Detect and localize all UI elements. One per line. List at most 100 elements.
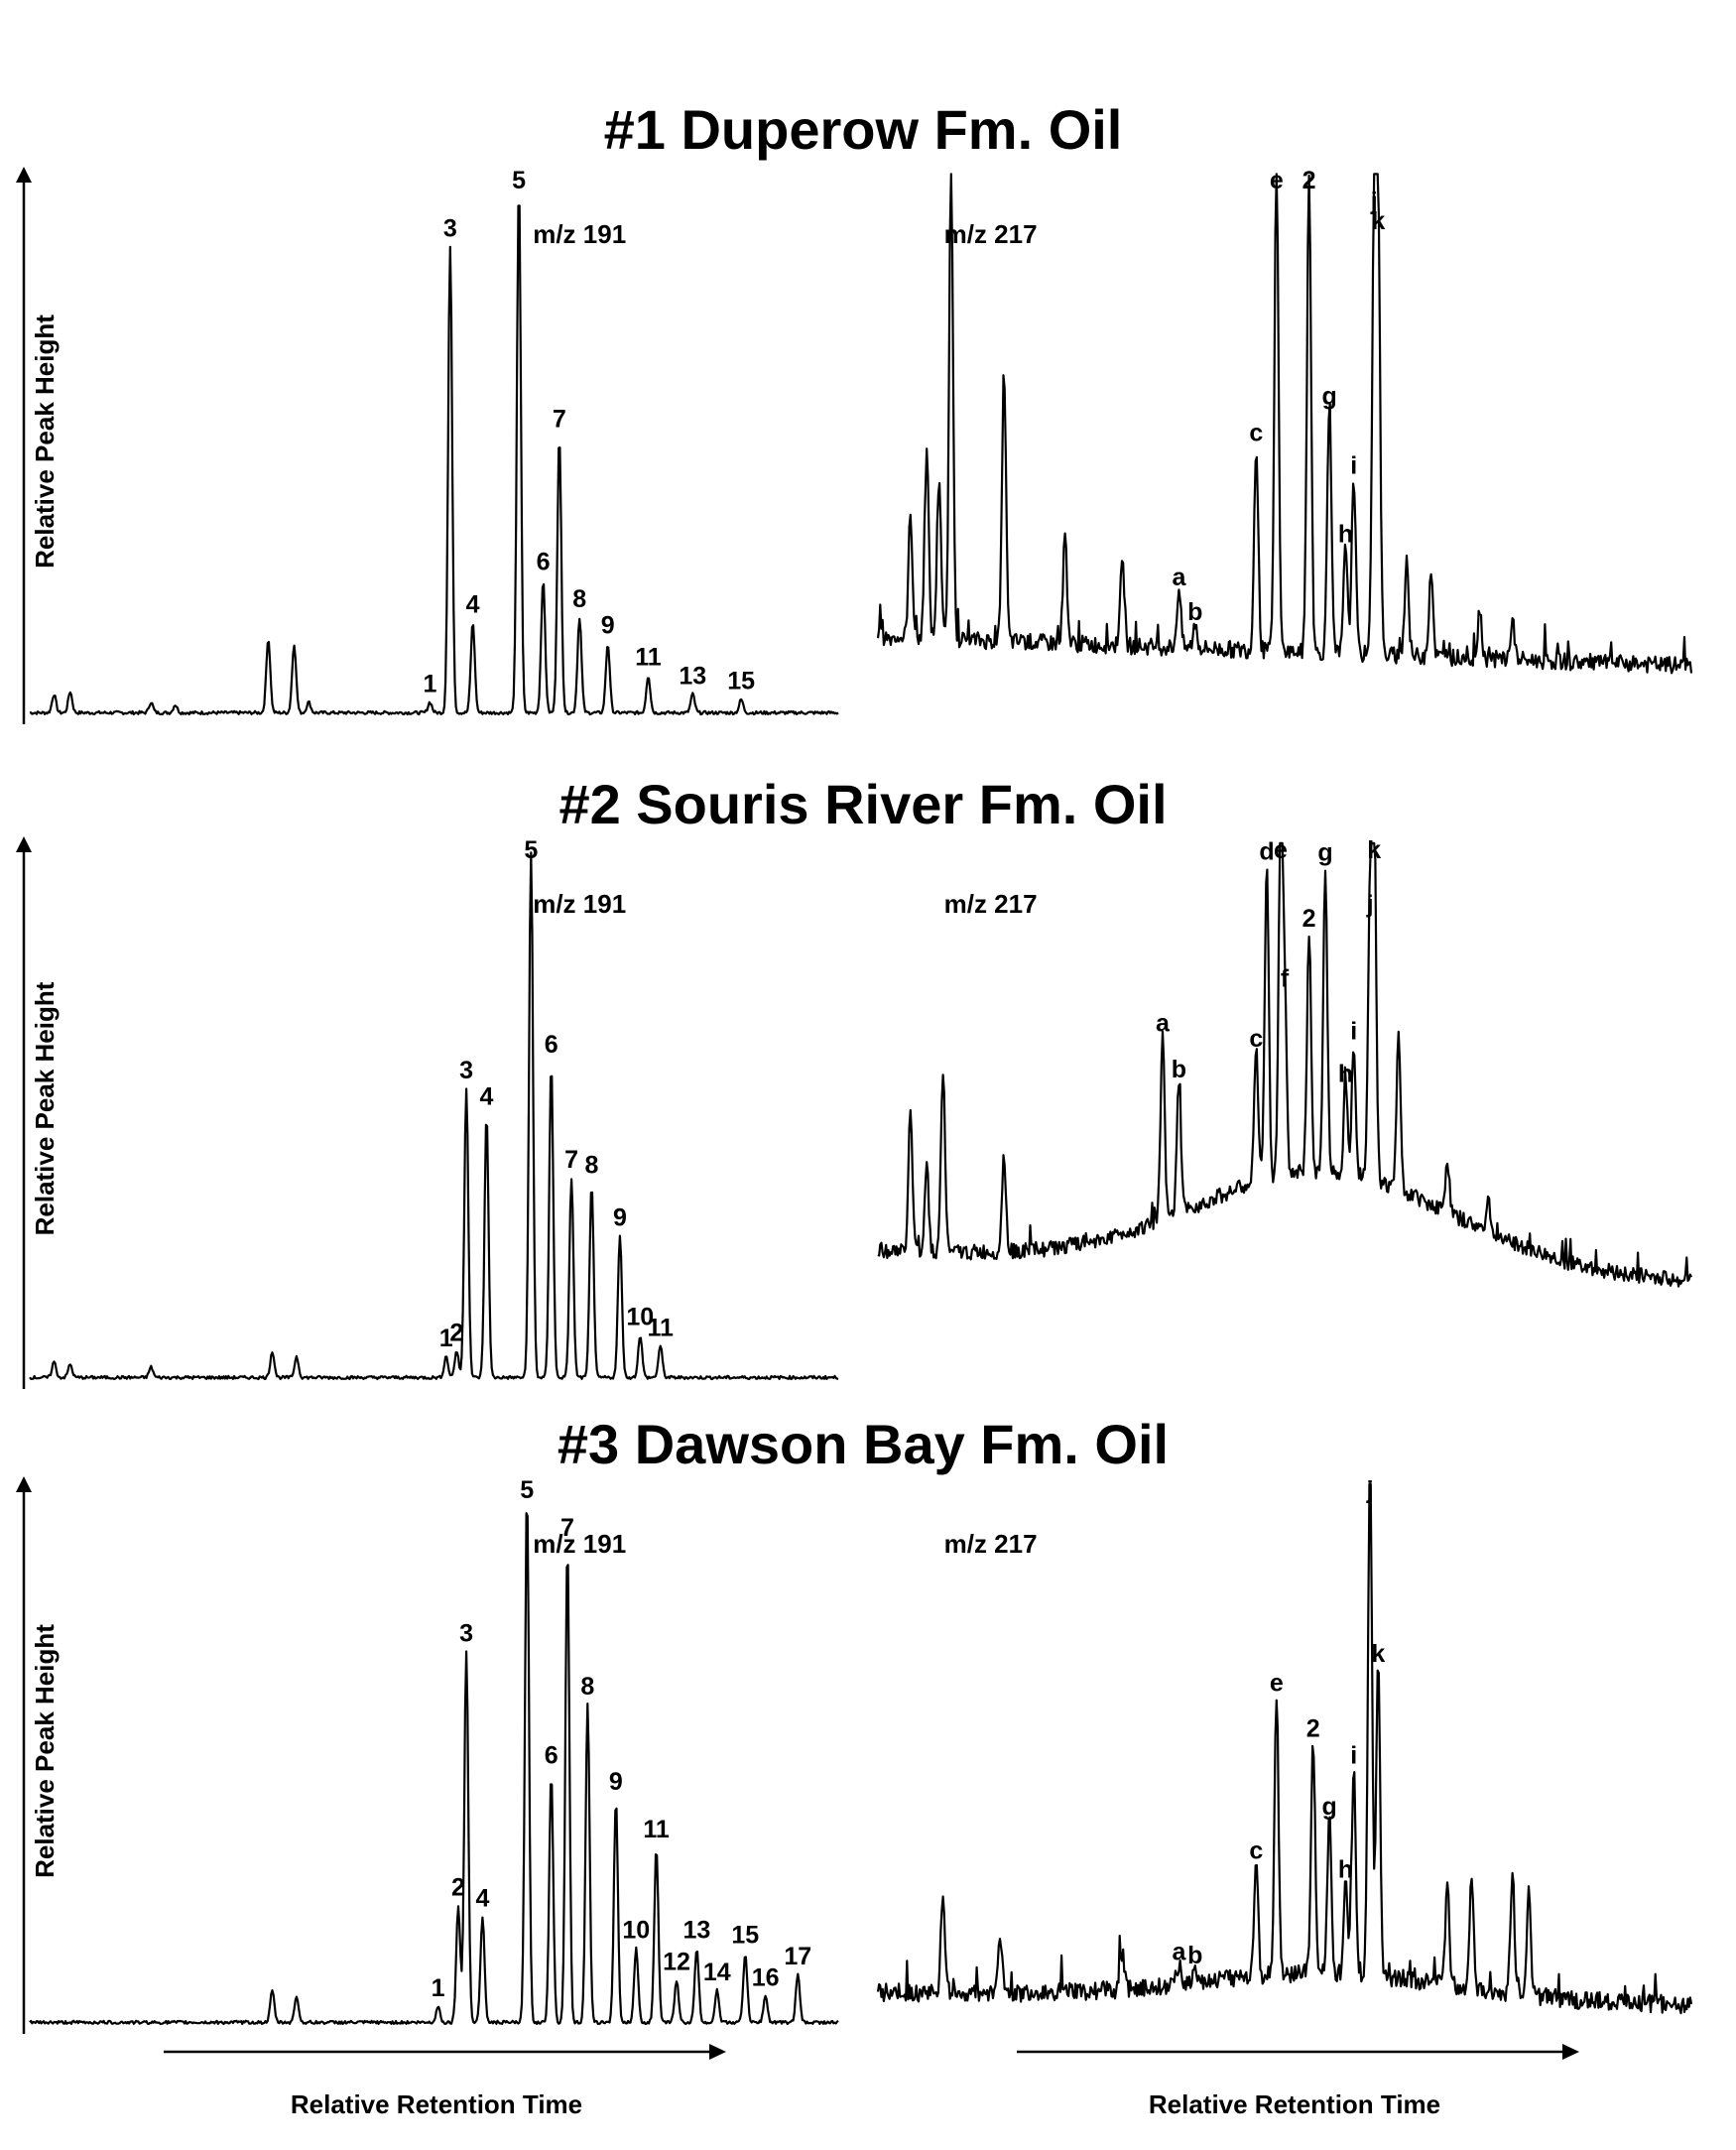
peak-label: e — [1270, 1669, 1284, 1697]
peak-label: 7 — [564, 1146, 578, 1174]
panel-title: #2 Souris River Fm. Oil — [558, 773, 1167, 835]
y-axis-label: Relative Peak Height — [30, 1624, 60, 1878]
peak-label: 8 — [572, 585, 586, 613]
peak-label: 3 — [443, 215, 457, 243]
peak-label: e — [1274, 836, 1288, 864]
y-axis-label: Relative Peak Height — [30, 981, 60, 1235]
peak-label: 2 — [1302, 905, 1316, 933]
peak-label: 2 — [451, 1874, 465, 1902]
peak-label: 13 — [679, 662, 706, 690]
trace-line — [876, 1482, 1693, 2015]
panel-1: #1 Duperow Fm. Oil Relative Peak Height m/… — [16, 98, 1693, 724]
peak-label: 10 — [622, 1916, 650, 1944]
y-axis-label: Relative Peak Height — [30, 315, 60, 569]
peak-label: 4 — [475, 1884, 489, 1912]
peak-label: 10 — [626, 1304, 654, 1331]
panel-3: #3 Dawson Bay Fm. Oil Relative Peak Heigh… — [16, 1413, 1693, 2034]
peak-label: a — [1156, 1009, 1171, 1037]
peak-label: 8 — [580, 1673, 594, 1701]
peak-label: c — [1249, 1836, 1263, 1864]
mass-label: m/z 191 — [533, 219, 626, 249]
peak-label: 4 — [466, 590, 480, 618]
peak-label: j — [1366, 1476, 1374, 1504]
peak-label: g — [1321, 1793, 1336, 1821]
peak-label: c — [1249, 419, 1263, 446]
peak-label: 16 — [752, 1963, 780, 1991]
peak-label: e — [1270, 167, 1284, 194]
mass-label: m/z 217 — [944, 219, 1038, 249]
y-axis-arrowhead — [16, 836, 32, 852]
peak-label: 9 — [609, 1768, 623, 1796]
peak-label: 15 — [727, 668, 755, 696]
x-axis-arrowhead-right — [1562, 2044, 1579, 2060]
peak-label: 5 — [520, 1476, 534, 1504]
trace-mz217: m/z 217 ab c d e f 2 g hi jk — [877, 836, 1692, 1288]
peak-label: 14 — [703, 1959, 731, 1986]
peak-label: 7 — [560, 1514, 574, 1542]
peak-label: 2 — [1306, 1714, 1320, 1742]
peak-label: 15 — [731, 1922, 759, 1950]
trace-line — [876, 173, 1693, 675]
peak-label: a — [1172, 1939, 1186, 1966]
peak-label: i — [1350, 452, 1357, 480]
peak-label: g — [1321, 382, 1336, 410]
peak-label: k — [1367, 836, 1381, 864]
trace-line — [29, 851, 839, 1381]
peak-label: 1 — [439, 1325, 453, 1352]
panel-title: #1 Duperow Fm. Oil — [604, 98, 1123, 161]
peak-label: b — [1172, 1056, 1186, 1083]
peak-label: 9 — [613, 1203, 627, 1231]
peak-label: g — [1317, 839, 1332, 867]
peak-label: 12 — [663, 1948, 690, 1975]
peak-label: j — [1366, 890, 1374, 918]
y-axis-arrowhead — [16, 1476, 32, 1492]
peak-label: 11 — [643, 1816, 670, 1843]
peak-label: 17 — [784, 1943, 811, 1970]
x-axis-label-right: Relative Retention Time — [1149, 2089, 1440, 2119]
panel-title: #3 Dawson Bay Fm. Oil — [558, 1413, 1169, 1475]
peak-label: 3 — [459, 1057, 473, 1084]
peak-label: h — [1338, 1060, 1353, 1087]
peak-label: 11 — [647, 1314, 674, 1341]
peak-label: 11 — [635, 644, 662, 672]
peak-label: k — [1371, 1640, 1385, 1668]
peak-label: 6 — [537, 549, 551, 576]
peak-label: 13 — [682, 1916, 710, 1944]
peak-label: 4 — [480, 1083, 494, 1111]
mass-label: m/z 217 — [944, 889, 1038, 919]
peak-label: 2 — [1302, 167, 1316, 194]
panel-2: #2 Souris River Fm. Oil Relative Peak Hei… — [16, 773, 1692, 1389]
peak-label: 9 — [601, 612, 615, 640]
peak-label: 5 — [512, 167, 526, 194]
peak-label: 2 — [449, 1320, 463, 1347]
trace-line — [877, 841, 1692, 1288]
peak-label: 6 — [545, 1741, 558, 1769]
peak-label: h — [1338, 521, 1353, 549]
x-axis-label-left: Relative Retention Time — [291, 2089, 582, 2119]
peak-label: 3 — [459, 1620, 473, 1648]
peak-label: 7 — [553, 406, 566, 434]
peak-label: 1 — [432, 1974, 445, 2002]
peak-label: 5 — [524, 836, 538, 864]
peak-label: i — [1350, 1018, 1357, 1046]
peak-label: f — [1281, 965, 1290, 993]
peak-label: h — [1338, 1856, 1353, 1884]
peak-label: b — [1187, 1942, 1202, 1969]
trace-line — [29, 1512, 839, 2026]
mass-label: m/z 217 — [944, 1529, 1038, 1559]
peak-label: b — [1187, 598, 1202, 626]
y-axis-arrowhead — [16, 167, 32, 183]
peak-label: 8 — [584, 1151, 598, 1179]
mass-label: m/z 191 — [533, 889, 626, 919]
peak-label: a — [1172, 564, 1186, 591]
x-axis-arrowhead-left — [709, 2044, 726, 2060]
peak-label: j — [1370, 188, 1378, 215]
trace-line — [29, 204, 839, 716]
peak-label: 1 — [423, 670, 436, 697]
peak-label: 6 — [545, 1031, 558, 1059]
